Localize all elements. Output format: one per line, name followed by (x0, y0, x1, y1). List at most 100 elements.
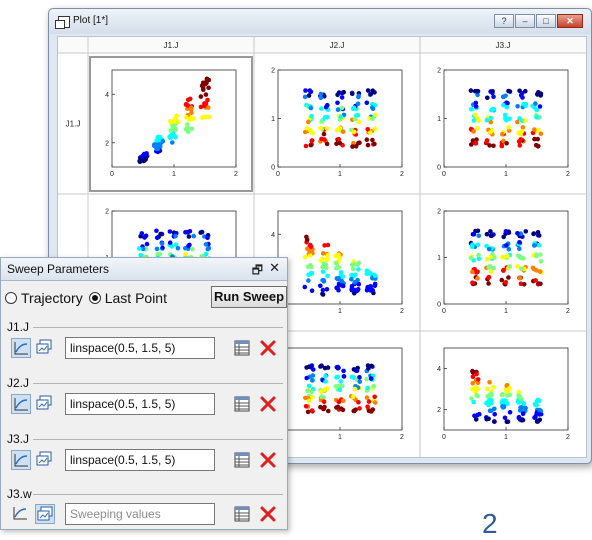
window-mode-icon[interactable] (35, 450, 55, 470)
window-titlebar[interactable]: Plot [1*] ? – □ ✕ (49, 9, 591, 34)
window-mode-icon[interactable] (35, 504, 55, 524)
data-point (475, 88, 480, 94)
window-mode-icon[interactable] (35, 394, 55, 414)
data-point (353, 144, 359, 149)
delete-icon[interactable] (259, 451, 277, 469)
data-point (154, 228, 159, 234)
divider (33, 327, 283, 328)
data-point (522, 118, 528, 123)
trajectory-label[interactable]: Trajectory (21, 290, 83, 306)
data-point (340, 283, 346, 289)
data-point (491, 94, 496, 99)
data-point (341, 368, 346, 374)
data-point (185, 125, 190, 131)
data-point (321, 131, 327, 137)
curve-mode-icon[interactable] (11, 338, 31, 358)
help-button[interactable]: ? (494, 14, 514, 28)
data-point (372, 394, 378, 400)
param-value-input[interactable]: Sweeping values (65, 503, 215, 525)
data-point (502, 112, 508, 118)
run-sweep-button[interactable]: Run Sweep (211, 286, 287, 308)
data-point (484, 117, 490, 123)
last-point-label[interactable]: Last Point (104, 290, 167, 306)
curve-mode-icon[interactable] (11, 394, 31, 414)
data-point (350, 144, 355, 149)
data-point (351, 266, 356, 272)
data-point (534, 253, 539, 259)
data-point (338, 379, 344, 384)
data-point (372, 273, 378, 278)
data-point (531, 231, 536, 237)
data-point (372, 112, 378, 118)
data-point (187, 96, 193, 102)
data-point (471, 118, 477, 123)
data-point (349, 374, 355, 380)
data-point (473, 417, 479, 422)
data-point (475, 276, 480, 281)
data-point (502, 415, 508, 421)
window-title: Plot [1*] (73, 15, 109, 26)
curve-mode-icon[interactable] (11, 504, 31, 524)
data-point (320, 251, 326, 256)
data-point (356, 260, 362, 266)
data-point (505, 401, 510, 407)
data-point (334, 276, 340, 281)
data-point (469, 396, 474, 401)
data-point (341, 374, 347, 379)
last-point-radio[interactable] (88, 292, 101, 304)
data-point (334, 365, 340, 370)
undock-icon[interactable]: 🗗 (251, 263, 263, 277)
data-point (499, 392, 505, 398)
data-point (369, 363, 374, 369)
close-icon[interactable]: ✕ (269, 260, 280, 275)
divider (33, 383, 283, 384)
table-icon[interactable] (234, 506, 250, 522)
trajectory-radio[interactable] (5, 292, 17, 304)
data-point (355, 101, 361, 107)
data-point (191, 233, 196, 239)
data-point (187, 229, 193, 234)
param-value-input[interactable]: linspace(0.5, 1.5, 5) (65, 449, 215, 471)
data-point (184, 122, 190, 127)
data-point (520, 125, 526, 130)
data-point (352, 386, 358, 392)
data-point (356, 267, 361, 272)
data-point (318, 364, 323, 369)
window-mode-icon[interactable] (35, 338, 55, 358)
delete-icon[interactable] (259, 395, 277, 413)
data-point (537, 104, 543, 109)
data-point (318, 91, 324, 97)
table-icon[interactable] (234, 396, 250, 412)
table-icon[interactable] (234, 452, 250, 468)
data-point (372, 400, 378, 405)
minimize-button[interactable]: – (515, 14, 535, 28)
data-point (365, 385, 371, 391)
data-point (470, 280, 475, 285)
data-point (319, 389, 324, 395)
x-tick-label: 0 (442, 308, 446, 315)
y-tick-label: 0 (437, 165, 441, 172)
data-point (475, 377, 481, 382)
curve-mode-icon[interactable] (11, 450, 31, 470)
data-point (538, 131, 544, 136)
data-point (306, 278, 311, 283)
data-point (340, 383, 345, 389)
data-point (517, 275, 523, 281)
data-point (503, 280, 509, 285)
panel-header[interactable]: Sweep Parameters 🗗 ✕ (1, 258, 287, 281)
delete-icon[interactable] (259, 505, 277, 523)
data-point (507, 89, 513, 94)
table-icon[interactable] (234, 340, 250, 356)
delete-icon[interactable] (259, 339, 277, 357)
data-point (159, 241, 165, 246)
data-point (476, 256, 482, 261)
close-window-button[interactable]: ✕ (557, 14, 583, 28)
param-value-input[interactable]: linspace(0.5, 1.5, 5) (65, 337, 215, 359)
x-tick-label: 2 (566, 434, 570, 441)
param-value-input[interactable]: linspace(0.5, 1.5, 5) (65, 393, 215, 415)
data-point (168, 128, 173, 133)
data-point (507, 264, 512, 269)
data-point (504, 141, 509, 146)
maximize-button[interactable]: □ (536, 14, 556, 28)
data-point (203, 251, 209, 257)
